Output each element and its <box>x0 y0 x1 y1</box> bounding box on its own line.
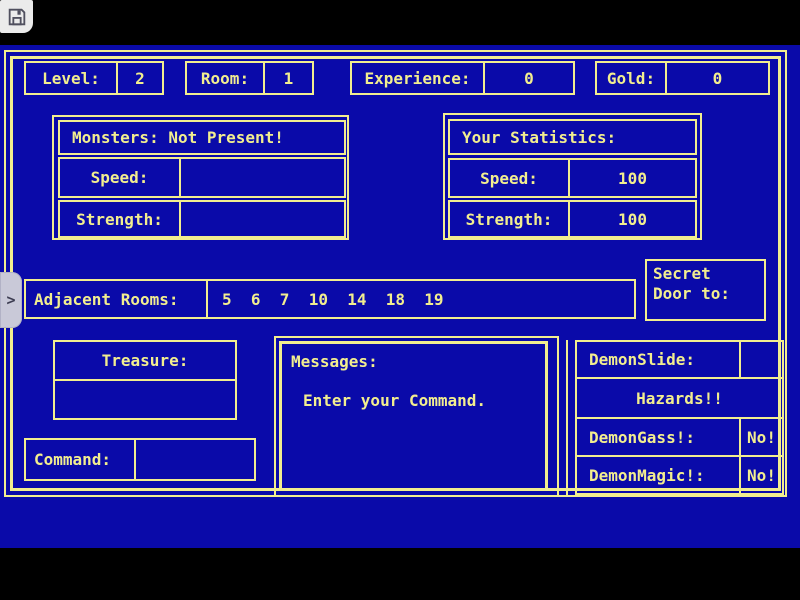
experience-value: 0 <box>483 63 573 93</box>
your-statistics-header: Your Statistics: <box>448 119 697 155</box>
player-speed-row: Speed: 100 <box>448 158 697 198</box>
experience-label: Experience: <box>364 68 471 88</box>
demonmagic-row: DemonMagic!: No! <box>575 455 784 495</box>
hazards-header: Hazards!! <box>575 377 784 419</box>
monsters-panel <box>52 115 349 240</box>
save-icon <box>8 8 25 25</box>
secret-door-box: Secret Door to: <box>645 259 766 321</box>
player-speed-value: 100 <box>568 160 695 196</box>
game-panel-background <box>0 45 800 548</box>
monster-speed-row: Speed: <box>58 157 346 198</box>
treasure-box: Treasure: <box>53 340 237 420</box>
message-text: Enter your Command. <box>303 391 487 410</box>
demongass-value: No! <box>739 419 782 455</box>
messages-panel: Messages: Enter your Command. <box>279 341 548 491</box>
experience-box: Experience: 0 <box>350 61 575 95</box>
command-label: Command: <box>34 450 112 469</box>
player-speed-label: Speed: <box>480 168 538 188</box>
room-value: 1 <box>263 63 312 93</box>
player-strength-value: 100 <box>568 202 695 236</box>
demonmagic-value: No! <box>739 457 782 493</box>
your-statistics-panel <box>443 113 702 240</box>
demongass-row: DemonGass!: No! <box>575 417 784 457</box>
monsters-header: Monsters: Not Present! <box>58 120 346 155</box>
monster-speed-label: Speed: <box>90 168 149 187</box>
adjacent-rooms-box: Adjacent Rooms: 5 6 7 10 14 18 19 <box>24 279 636 319</box>
adjacent-rooms-label: Adjacent Rooms: <box>34 289 179 309</box>
gold-label: Gold: <box>606 68 656 88</box>
demonslide-label: DemonSlide: <box>589 350 695 369</box>
treasure-header: Treasure: <box>55 342 235 381</box>
gold-box: Gold: 0 <box>595 61 770 95</box>
room-box: Room: 1 <box>185 61 314 95</box>
save-button[interactable] <box>0 0 33 33</box>
level-value: 2 <box>116 63 162 93</box>
command-input[interactable] <box>134 440 254 479</box>
room-label: Room: <box>200 68 250 88</box>
monster-strength-value <box>179 202 344 236</box>
chevron-right-icon: > <box>6 291 16 309</box>
monster-strength-row: Strength: <box>58 200 346 238</box>
player-strength-row: Strength: 100 <box>448 200 697 238</box>
treasure-value <box>55 381 235 418</box>
side-panel-toggle[interactable]: > <box>0 272 22 328</box>
command-box: Command: <box>24 438 256 481</box>
monster-strength-label: Strength: <box>76 209 163 229</box>
messages-header: Messages: <box>291 352 378 371</box>
demongass-label: DemonGass!: <box>589 427 695 447</box>
level-label: Level: <box>42 68 100 88</box>
adjacent-rooms-values: 5 6 7 10 14 18 19 <box>206 281 634 317</box>
level-box: Level: 2 <box>24 61 164 95</box>
demonmagic-label: DemonMagic!: <box>589 465 705 485</box>
demonslide-row: DemonSlide: <box>575 340 784 379</box>
player-strength-label: Strength: <box>465 209 553 229</box>
demonslide-value <box>739 342 782 377</box>
section-divider <box>566 340 568 495</box>
monster-speed-value <box>179 159 344 196</box>
gold-value: 0 <box>665 63 768 93</box>
